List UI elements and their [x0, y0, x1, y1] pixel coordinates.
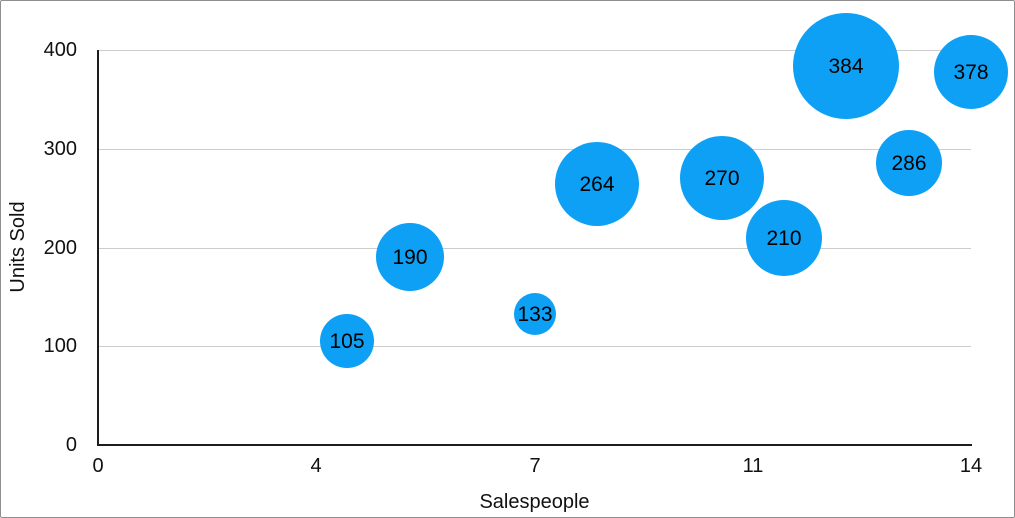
bubble-value-label: 286: [891, 151, 927, 175]
y-tick-label-100: 100: [43, 335, 77, 357]
gridline-y-300: [98, 149, 971, 150]
bubble-264[interactable]: 264: [555, 142, 639, 226]
x-tick-label-4: 4: [310, 455, 322, 477]
x-axis-line: [97, 444, 972, 446]
bubble-value-label: 378: [953, 60, 989, 84]
bubble-value-label: 270: [704, 166, 740, 190]
bubble-105[interactable]: 105: [320, 314, 374, 368]
y-tick-label-200: 200: [43, 237, 77, 259]
bubble-270[interactable]: 270: [680, 136, 764, 220]
bubble-378[interactable]: 378: [934, 35, 1008, 109]
bubble-value-label: 105: [329, 329, 365, 353]
gridline-y-400: [98, 50, 971, 51]
bubble-210[interactable]: 210: [746, 200, 822, 276]
y-axis-title: Units Sold: [7, 201, 29, 293]
y-tick-label-400: 400: [43, 39, 77, 61]
bubble-133[interactable]: 133: [514, 293, 556, 335]
x-tick-label-7: 7: [529, 455, 541, 477]
gridline-y-200: [98, 248, 971, 249]
gridline-y-100: [98, 346, 971, 347]
x-tick-label-14: 14: [959, 455, 983, 477]
bubble-value-label: 190: [392, 245, 428, 269]
y-tick-label-300: 300: [43, 138, 77, 160]
bubble-value-label: 264: [579, 172, 615, 196]
bubble-value-label: 133: [517, 302, 553, 326]
x-axis-title: Salespeople: [479, 491, 590, 513]
x-tick-label-11: 11: [742, 455, 764, 477]
y-axis-line: [97, 50, 99, 446]
bubble-384[interactable]: 384: [793, 13, 899, 119]
x-tick-label-0: 0: [92, 455, 104, 477]
bubble-value-label: 384: [828, 54, 864, 78]
bubble-190[interactable]: 190: [376, 223, 444, 291]
y-tick-label-0: 0: [65, 434, 77, 456]
bubble-286[interactable]: 286: [876, 130, 942, 196]
bubble-value-label: 210: [766, 226, 802, 250]
